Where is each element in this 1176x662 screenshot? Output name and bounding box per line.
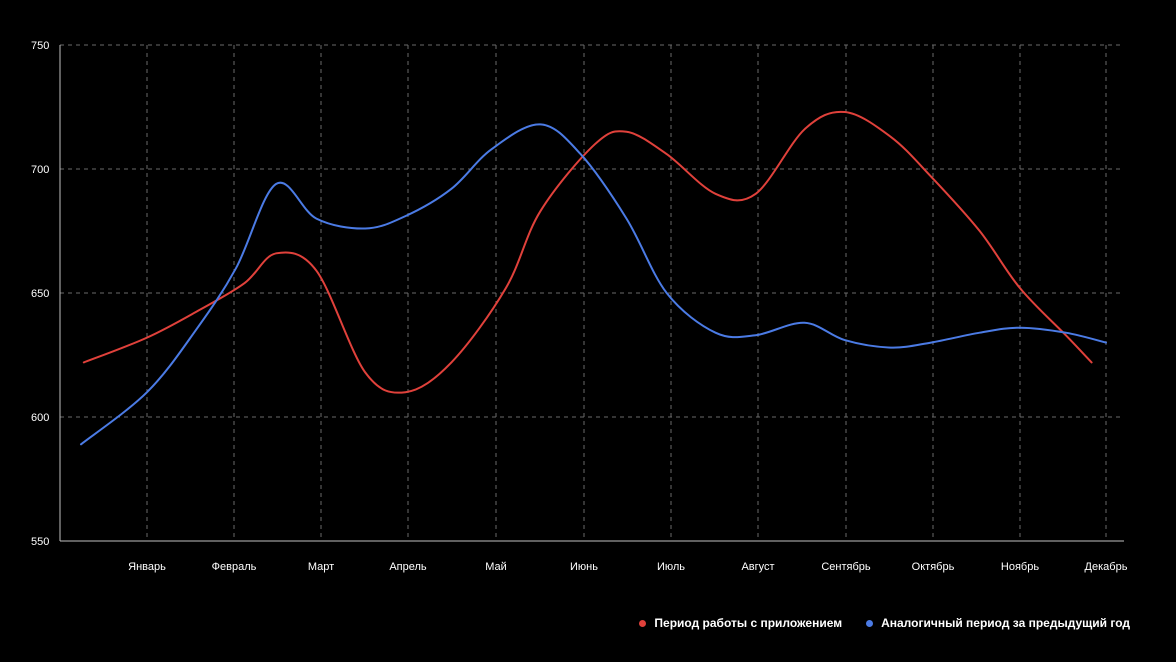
legend-item-previous: Аналогичный период за предыдущий год (866, 616, 1130, 630)
x-tick-label: Ноябрь (1001, 561, 1039, 573)
y-tick-label: 550 (31, 536, 49, 548)
series-line-1 (80, 123, 1107, 446)
legend-label-current: Период работы с приложением (654, 616, 843, 630)
y-tick-label: 700 (31, 164, 49, 176)
legend: Период работы с приложением Аналогичный … (639, 616, 1130, 630)
series-lines (80, 110, 1107, 446)
x-tick-label: Февраль (212, 561, 257, 573)
legend-label-previous: Аналогичный период за предыдущий год (881, 616, 1130, 630)
series-line-0 (82, 110, 1093, 394)
legend-marker-previous (866, 619, 874, 627)
axes (59, 45, 1124, 542)
y-tick-label: 600 (31, 412, 49, 424)
x-tick-label: Октябрь (912, 561, 955, 573)
y-tick-label: 650 (31, 288, 49, 300)
x-tick-label: Май (485, 561, 507, 573)
legend-item-current: Период работы с приложением (639, 616, 842, 630)
x-tick-label: Июнь (570, 561, 598, 573)
y-tick-labels: 550 600 650 700 750 (31, 40, 49, 548)
x-tick-label: Август (741, 561, 774, 573)
x-tick-label: Июль (657, 561, 685, 573)
x-tick-label: Январь (128, 561, 166, 573)
x-tick-label: Декабрь (1085, 561, 1128, 573)
x-tick-label: Апрель (389, 561, 427, 573)
grid (60, 44, 1124, 541)
x-tick-label: Сентябрь (821, 561, 871, 573)
legend-marker-current (639, 619, 647, 627)
x-tick-labels: Январь Февраль Март Апрель Май Июнь Июль Август… (128, 561, 1128, 573)
x-tick-label: Март (308, 561, 334, 573)
y-tick-label: 750 (31, 40, 49, 52)
